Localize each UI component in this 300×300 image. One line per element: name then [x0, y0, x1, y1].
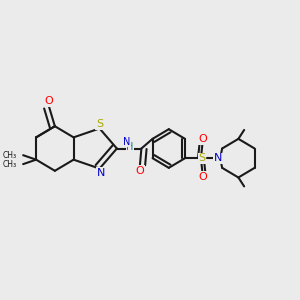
Text: CH₃: CH₃	[3, 151, 17, 160]
Text: H: H	[126, 142, 134, 152]
Text: N: N	[97, 168, 105, 178]
Text: O: O	[199, 134, 208, 144]
Text: N: N	[123, 137, 131, 147]
Text: N: N	[214, 153, 222, 163]
Text: CH₃: CH₃	[3, 160, 17, 169]
Text: S: S	[198, 153, 205, 163]
Text: S: S	[96, 119, 103, 129]
Text: O: O	[45, 96, 53, 106]
Text: O: O	[136, 166, 144, 176]
Text: O: O	[199, 172, 208, 182]
